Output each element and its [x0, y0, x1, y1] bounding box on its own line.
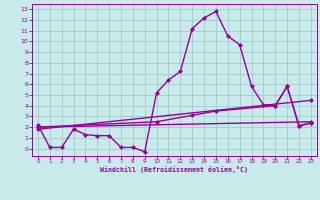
- X-axis label: Windchill (Refroidissement éolien,°C): Windchill (Refroidissement éolien,°C): [100, 166, 248, 173]
